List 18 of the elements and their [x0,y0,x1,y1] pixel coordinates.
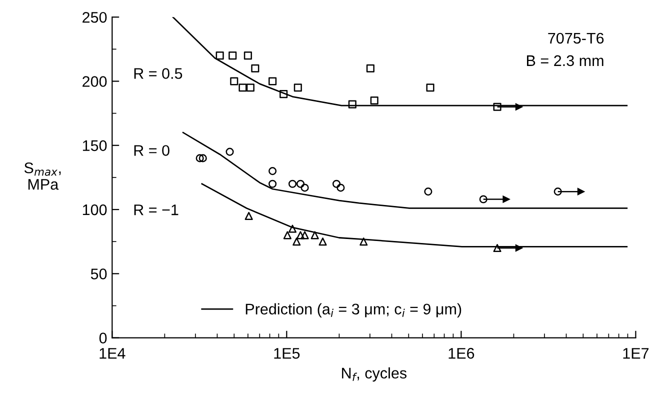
x-axis-title: N$_{f}$, cycles [342,367,407,382]
y-tick-label: 0 [99,332,107,344]
y-tick-label: 50 [90,268,107,280]
annotation: R = 0.5 [134,68,182,79]
y-tick-label: 200 [82,76,107,87]
x-tick-label: 1E7 [623,348,649,359]
y-tick-label: 250 [82,12,107,23]
x-tick-label: 1E4 [100,348,126,359]
y-axis-title: S$_{max}$, MPa [24,162,61,190]
annotation: 7075-T6 [548,32,604,44]
legend-label: Prediction (a$_{i}$ = 3 μm; c$_{i}$ = 9 μm) [246,303,462,318]
x-tick-label: 1E6 [448,348,474,359]
y-tick-label: 150 [82,140,107,152]
annotation: R = −1 [134,204,178,216]
annotation: R = 0 [134,145,170,156]
annotation: B = 2.3 mm [527,55,604,66]
y-tick-label: 100 [82,204,107,216]
x-tick-label: 1E5 [274,348,300,359]
